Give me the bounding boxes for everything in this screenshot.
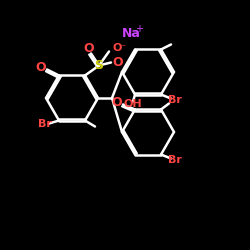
Text: Br: Br xyxy=(168,154,182,164)
Text: +: + xyxy=(135,24,143,34)
Text: ⁻: ⁻ xyxy=(120,44,126,54)
Text: O: O xyxy=(36,61,46,74)
Text: O: O xyxy=(84,42,94,55)
Text: Br: Br xyxy=(38,118,52,128)
Text: S: S xyxy=(94,59,104,72)
Text: O: O xyxy=(113,56,123,69)
Text: Na: Na xyxy=(122,27,141,40)
Text: O: O xyxy=(112,96,122,109)
Text: Br: Br xyxy=(168,94,182,104)
Text: O: O xyxy=(112,44,122,54)
Text: OH: OH xyxy=(124,98,142,108)
